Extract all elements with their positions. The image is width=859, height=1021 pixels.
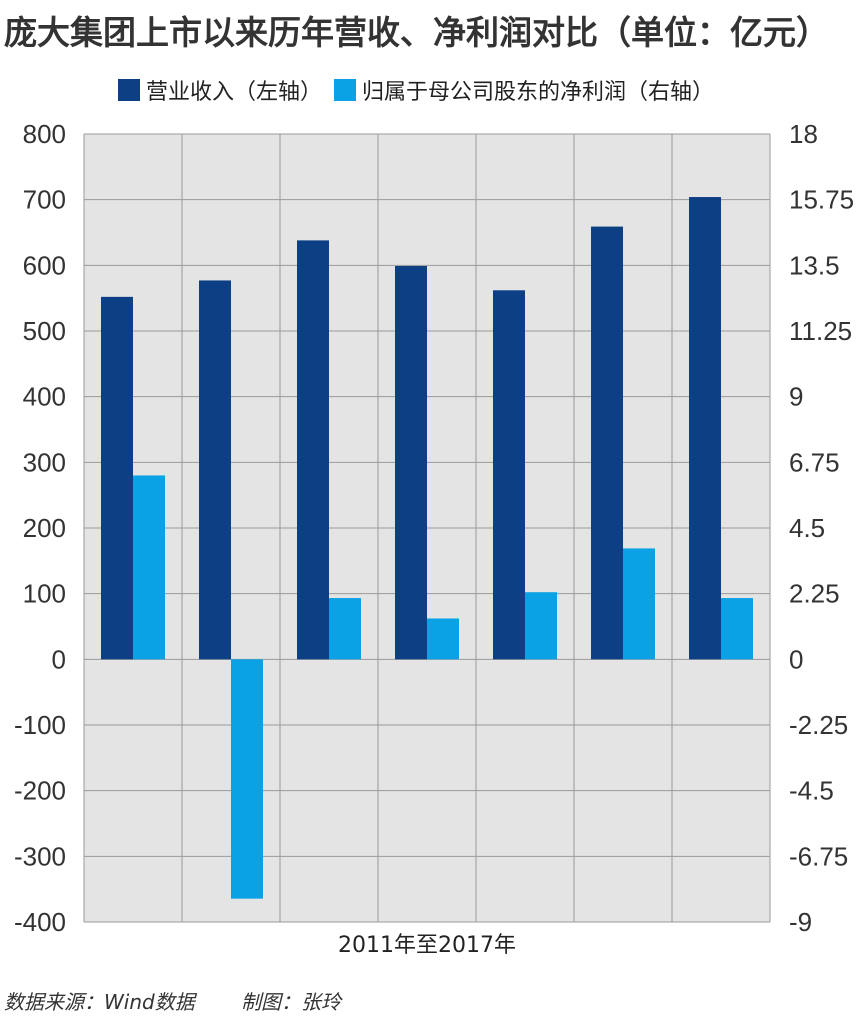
profit-bar-2013 [329,598,361,660]
left-tick-label: 700 [23,185,66,215]
left-tick-label: 600 [23,250,66,280]
footer: 数据来源：Wind数据 制图：张玲 [4,986,341,1015]
right-tick-label: -9 [789,907,812,937]
left-tick-label: 200 [23,513,66,543]
profit-bar-2012 [231,659,263,899]
right-tick-label: -4.5 [789,776,834,806]
legend-swatch-profit [334,79,357,101]
left-tick-label: 400 [23,382,66,412]
right-axis: 18 15.75 13.5 11.25 9 6.75 4.5 2.25 0 -2.25 -4.5 -6… [789,119,854,937]
profit-bar-2011 [133,475,165,660]
legend: 营业收入（左轴） 归属于母公司股东的净利润（右轴） [118,74,726,106]
profit-bar-2016 [623,548,655,660]
right-tick-label: 13.5 [789,250,840,280]
right-tick-label: -6.75 [789,841,848,871]
right-tick-label: 11.25 [789,316,852,346]
bars [101,197,753,899]
chart-credit: 制图：张玲 [241,990,342,1014]
right-tick-label: 4.5 [789,513,825,543]
legend-label-revenue: 营业收入（左轴） [146,80,323,105]
left-tick-label: -200 [14,776,66,806]
right-tick-label: 2.25 [789,579,840,609]
right-tick-label: 0 [789,644,803,674]
right-tick-label: 9 [789,382,803,412]
profit-bar-2015 [525,592,557,660]
revenue-bar-2017 [689,197,721,660]
right-tick-label: 6.75 [789,447,840,477]
chart-title: 庞大集团上市以来历年营收、净利润对比（单位：亿元） [4,13,829,52]
profit-bar-2017 [721,598,753,660]
left-tick-label: 100 [23,579,66,609]
left-tick-label: 300 [23,447,66,477]
revenue-bar-2014 [395,265,427,660]
left-tick-label: 500 [23,316,66,346]
revenue-bar-2011 [101,296,133,660]
left-tick-label: 0 [52,644,66,674]
left-tick-label: -300 [14,841,66,871]
left-tick-label: -400 [14,907,66,937]
revenue-bar-2013 [297,240,329,660]
legend-label-profit: 归属于母公司股东的净利润（右轴） [362,80,715,105]
left-tick-label: 800 [23,119,66,149]
left-tick-label: -100 [14,710,66,740]
revenue-bar-2012 [199,280,231,660]
right-tick-label: 15.75 [789,185,854,215]
profit-bar-2014 [427,618,459,660]
legend-swatch-revenue [118,79,140,101]
revenue-bar-2016 [591,226,623,660]
left-axis: 800 700 600 500 400 300 200 100 0 -100 -200 -300 -40… [14,119,66,937]
right-tick-label: -2.25 [789,710,848,740]
data-source: 数据来源：Wind数据 [4,990,195,1014]
legend-item-revenue: 营业收入（左轴） [118,74,322,106]
legend-item-profit: 归属于母公司股东的净利润（右轴） [334,74,714,106]
revenue-bar-2015 [493,290,525,660]
right-tick-label: 18 [789,119,818,149]
x-axis-label: 2011年至2017年 [338,933,516,958]
